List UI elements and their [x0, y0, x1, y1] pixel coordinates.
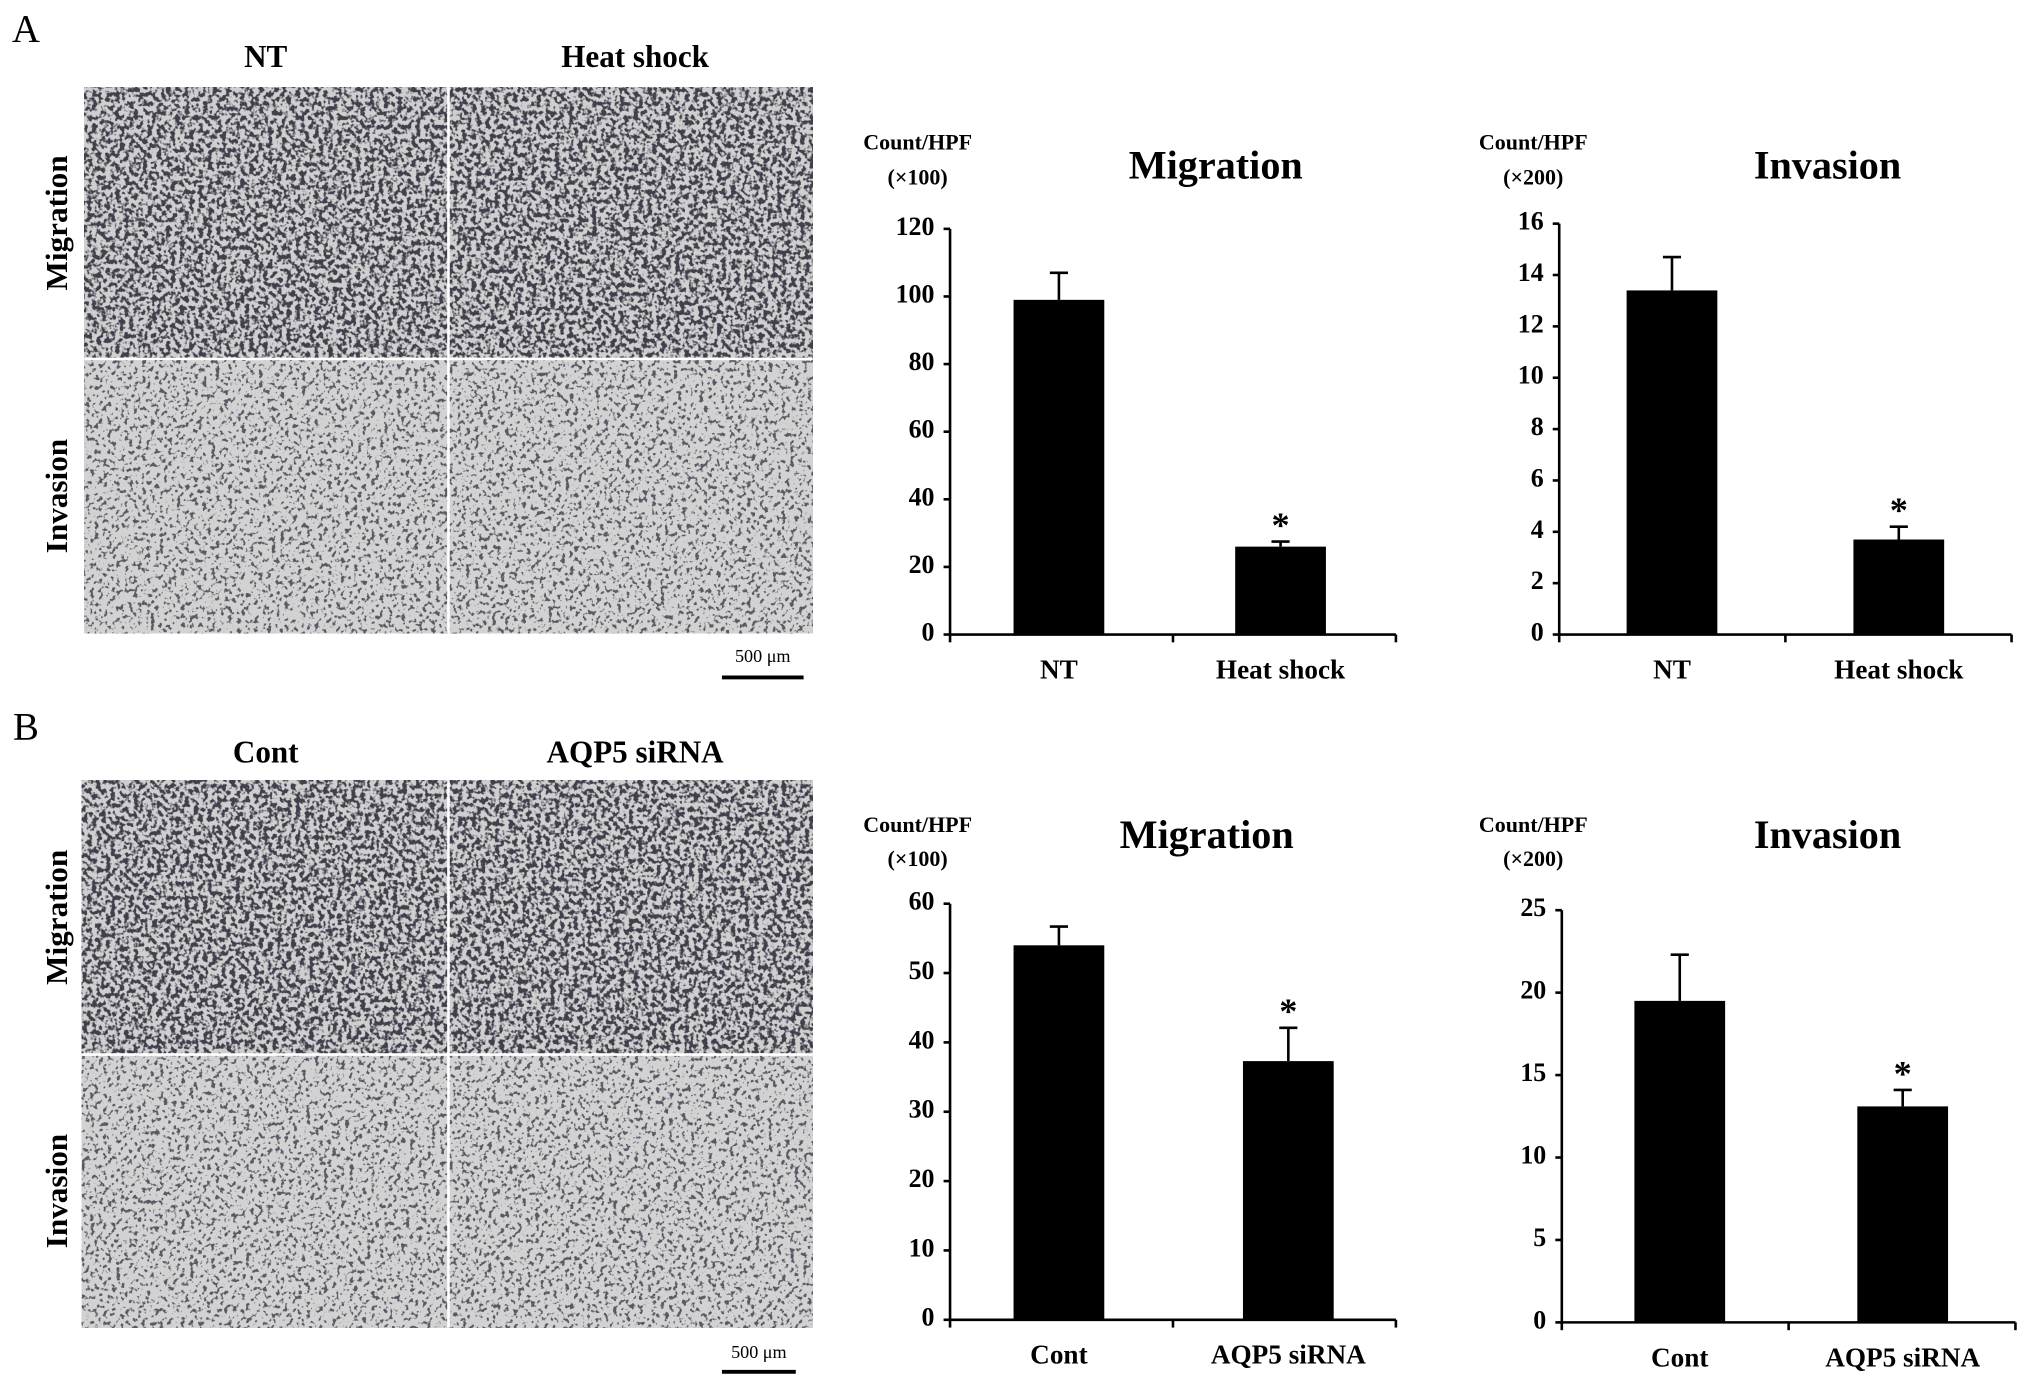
micrograph [81, 780, 449, 1055]
y-tick-label: 100 [896, 279, 935, 308]
y-tick-label: 60 [909, 415, 935, 444]
y-tick-label: 10 [1518, 361, 1544, 390]
y-tick-label: 0 [922, 617, 935, 646]
y-tick-label: 6 [1531, 463, 1544, 492]
y-tick-label: 2 [1531, 566, 1544, 595]
error-bar [1893, 1088, 1912, 1107]
y-tick-label: 20 [1520, 976, 1546, 1005]
significance-mark: * [1279, 991, 1297, 1031]
row-label: Invasion [39, 439, 74, 553]
y-tick-label: 12 [1518, 309, 1544, 338]
bar [1626, 290, 1718, 635]
y-tick-label: 50 [909, 956, 935, 985]
row-label: Migration [39, 850, 74, 985]
y-tick-label: 30 [909, 1095, 935, 1124]
micrograph [84, 358, 449, 634]
y-axis-label: (×200) [1503, 164, 1563, 189]
bar [1242, 1061, 1334, 1320]
x-tick-label: AQP5 siRNA [1825, 1342, 1980, 1372]
y-axis-label: Count/HPF [1479, 129, 1588, 154]
y-tick-label: 15 [1520, 1058, 1546, 1087]
micrograph [448, 358, 813, 634]
significance-mark: * [1894, 1053, 1912, 1093]
significance-mark: * [1890, 490, 1908, 530]
y-tick-label: 10 [1520, 1140, 1546, 1169]
y-axis-label: Count/HPF [863, 812, 972, 837]
y-tick-label: 60 [909, 887, 935, 916]
error-bar [1279, 1026, 1298, 1062]
x-tick-label: Heat shock [1216, 654, 1346, 684]
row-label: Migration [39, 155, 74, 290]
y-tick-label: 80 [909, 347, 935, 376]
x-tick-label: Heat shock [1834, 654, 1964, 684]
y-tick-label: 10 [909, 1233, 935, 1262]
micrograph [448, 1054, 813, 1328]
bar [1634, 1000, 1726, 1323]
x-tick-label: NT [1653, 654, 1691, 684]
column-label: AQP5 siRNA [547, 735, 725, 770]
y-tick-label: 20 [909, 550, 935, 579]
error-bar [1889, 525, 1908, 540]
y-tick-label: 40 [909, 482, 935, 511]
bar [1013, 299, 1105, 635]
panel-letter: A [12, 7, 40, 50]
chart-title: Invasion [1754, 142, 1901, 187]
y-axis-label: Count/HPF [863, 129, 972, 154]
error-bar [1670, 953, 1689, 1001]
y-axis-label: (×100) [888, 846, 948, 871]
x-tick-label: NT [1040, 654, 1078, 684]
column-label: Cont [233, 735, 299, 770]
bar [1853, 539, 1945, 635]
y-axis-label: Count/HPF [1479, 812, 1588, 837]
y-axis-label: (×200) [1503, 846, 1563, 871]
y-tick-label: 40 [909, 1025, 935, 1054]
y-tick-label: 14 [1518, 258, 1544, 287]
y-tick-label: 20 [909, 1164, 935, 1193]
column-label: NT [244, 39, 287, 74]
micrograph [448, 87, 813, 359]
column-label: Heat shock [561, 39, 709, 74]
micrograph [448, 780, 813, 1055]
x-tick-label: Cont [1030, 1340, 1087, 1370]
x-tick-label: Cont [1651, 1342, 1708, 1372]
bar [1013, 945, 1105, 1320]
scale-bar-label: 500 μm [731, 1342, 787, 1362]
error-bar [1049, 925, 1068, 946]
y-tick-label: 8 [1531, 412, 1544, 441]
panel-letter: B [13, 706, 39, 749]
chart-title: Migration [1120, 812, 1294, 857]
error-bar [1662, 255, 1682, 291]
y-tick-label: 25 [1520, 893, 1546, 922]
y-tick-label: 4 [1531, 515, 1544, 544]
error-bar [1049, 271, 1068, 300]
micrograph [81, 1054, 449, 1328]
y-tick-label: 0 [1533, 1305, 1546, 1334]
chart-title: Migration [1129, 142, 1303, 187]
y-axis-label: (×100) [888, 164, 948, 189]
y-tick-label: 0 [1531, 617, 1544, 646]
y-tick-label: 0 [922, 1303, 935, 1332]
bar [1857, 1106, 1949, 1323]
scale-bar-label: 500 μm [735, 646, 791, 666]
x-tick-label: AQP5 siRNA [1211, 1340, 1366, 1370]
micrograph [84, 87, 449, 359]
y-tick-label: 5 [1533, 1223, 1546, 1252]
y-tick-label: 16 [1518, 207, 1544, 236]
y-tick-label: 120 [896, 212, 935, 241]
error-bar [1271, 540, 1290, 547]
chart-title: Invasion [1754, 812, 1901, 857]
significance-mark: * [1271, 505, 1289, 545]
row-label: Invasion [39, 1134, 74, 1248]
bar [1235, 546, 1326, 635]
